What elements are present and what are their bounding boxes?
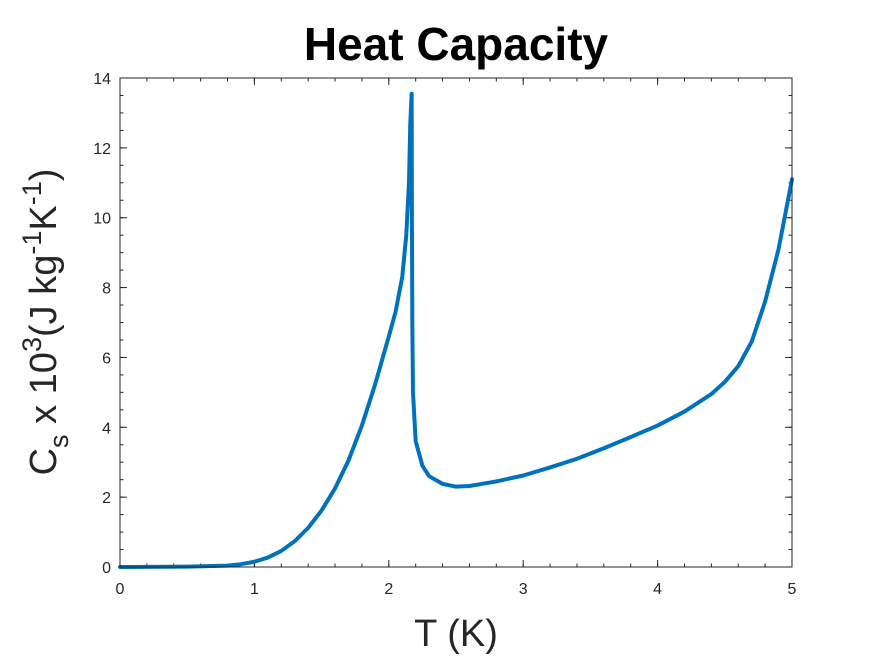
y-tick-label: 8 bbox=[102, 281, 111, 298]
x-tick-label: 3 bbox=[519, 581, 528, 598]
y-tick-label: 6 bbox=[102, 350, 111, 367]
y-tick-label: 14 bbox=[93, 71, 111, 88]
x-tick-label: 0 bbox=[116, 581, 125, 598]
axis-ticks bbox=[119, 77, 793, 568]
y-tick-label: 4 bbox=[102, 420, 111, 437]
axes-box bbox=[119, 77, 793, 568]
x-tick-label: 2 bbox=[384, 581, 393, 598]
x-tick-label: 1 bbox=[250, 581, 259, 598]
heat-capacity-series-line bbox=[118, 91, 794, 569]
y-axis-label-unit-k: K bbox=[23, 205, 65, 230]
y-axis-label-superscript: 3 bbox=[17, 337, 47, 352]
y-axis-label-superscript-k: -1 bbox=[17, 181, 47, 205]
y-tick-label: 12 bbox=[93, 141, 111, 158]
x-tick-labels: 0 1 2 3 4 5 bbox=[116, 581, 797, 598]
y-axis-label-superscript-kg: -1 bbox=[17, 231, 47, 255]
y-axis-label-unit-open: (J kg bbox=[23, 255, 65, 337]
y-tick-label: 10 bbox=[93, 211, 111, 228]
y-tick-labels: 0 2 4 6 8 10 12 14 bbox=[93, 71, 111, 577]
y-axis-label-unit-close: ) bbox=[23, 169, 65, 182]
chart-title: Heat Capacity bbox=[304, 18, 609, 70]
plot-area bbox=[120, 78, 792, 567]
y-axis-label-subscript: s bbox=[44, 434, 74, 448]
y-tick-label: 2 bbox=[102, 490, 111, 507]
y-axis-label: Cs x 103(J kg-1K-1) bbox=[17, 169, 74, 476]
x-tick-label: 5 bbox=[788, 581, 797, 598]
x-tick-label: 4 bbox=[653, 581, 662, 598]
x-axis-label: T (K) bbox=[414, 613, 498, 655]
y-axis-label-base: C bbox=[23, 448, 65, 475]
y-axis-label-mid: x 10 bbox=[23, 352, 65, 434]
y-tick-label: 0 bbox=[102, 560, 111, 577]
